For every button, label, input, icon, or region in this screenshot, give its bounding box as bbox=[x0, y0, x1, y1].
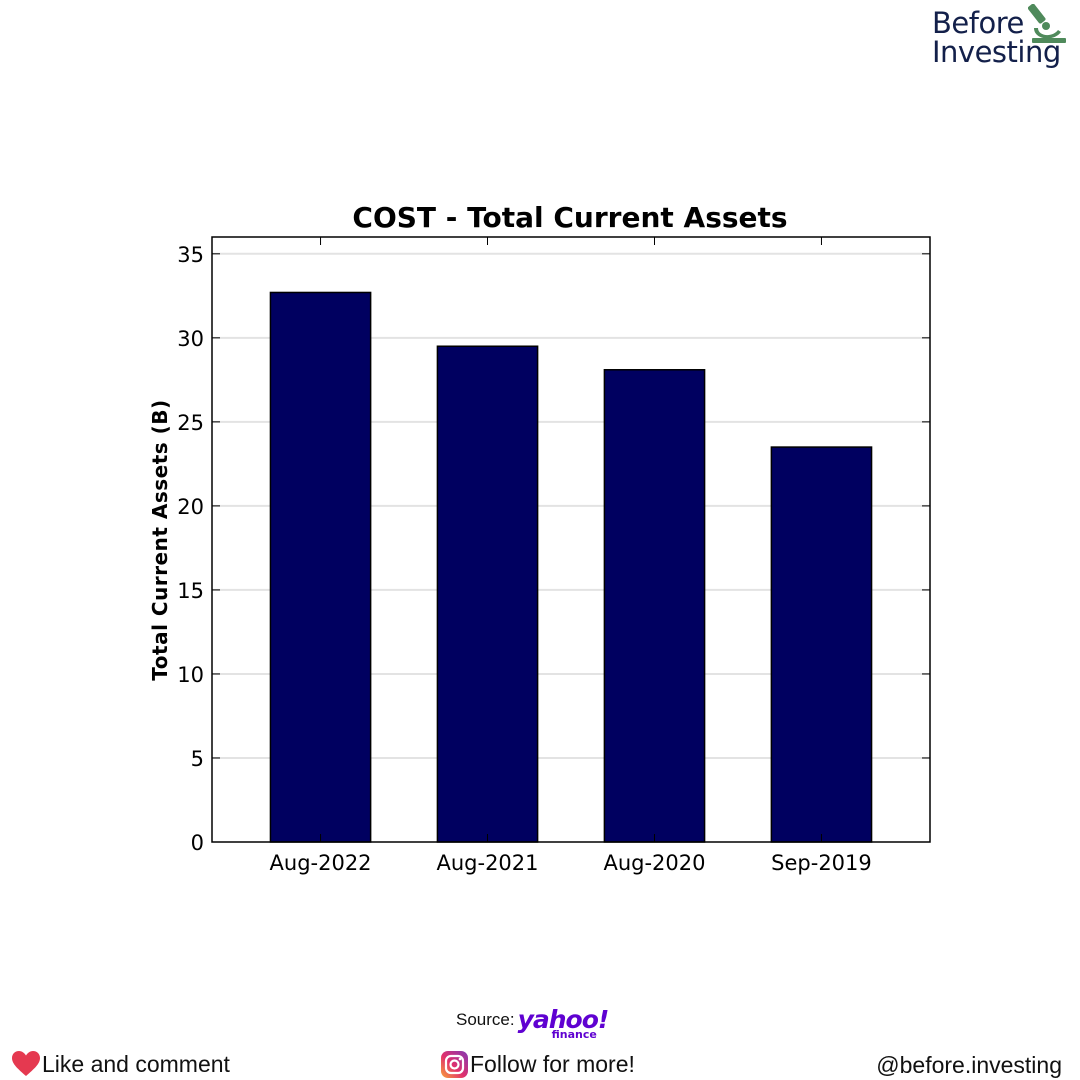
x-tick-label: Aug-2021 bbox=[436, 851, 538, 875]
yahoo-logo-sub: finance bbox=[551, 1028, 597, 1041]
follow-text: Follow for more! bbox=[470, 1050, 635, 1077]
chart-title: COST - Total Current Assets bbox=[352, 201, 787, 234]
like-text: Like and comment bbox=[42, 1050, 230, 1077]
yahoo-finance-logo: yahoo! finance bbox=[517, 1005, 610, 1042]
x-tick-label: Sep-2019 bbox=[771, 851, 872, 875]
yahoo-logo-text: yahoo! bbox=[517, 1005, 610, 1034]
y-tick-labels: 0 5 10 15 20 25 30 35 bbox=[177, 243, 204, 855]
social-handle: @before.investing bbox=[876, 1052, 1062, 1078]
y-tick-label: 30 bbox=[177, 327, 204, 351]
like-callout: Like and comment bbox=[12, 1050, 230, 1078]
y-tick-label: 15 bbox=[177, 579, 204, 603]
source-label: Source: bbox=[456, 1010, 515, 1029]
y-tick-label: 0 bbox=[191, 831, 204, 855]
bars bbox=[269, 291, 873, 843]
brand-line1: Before bbox=[932, 6, 1024, 40]
heart-icon bbox=[12, 1051, 40, 1076]
bar-aug-2022 bbox=[269, 291, 372, 843]
y-tick-label: 10 bbox=[177, 663, 204, 687]
y-tick-label: 5 bbox=[191, 747, 204, 771]
plot-frame bbox=[211, 236, 931, 843]
brand-logo: Before Investing bbox=[930, 4, 1076, 68]
source-attribution: Source: yahoo! finance bbox=[456, 1005, 610, 1042]
follow-callout: Follow for more! bbox=[441, 1050, 635, 1078]
x-tick-label: Aug-2022 bbox=[270, 851, 372, 875]
bar-chart: 0 5 10 15 20 25 30 35 Aug-2022 Aug-2021 Aug-2020 S… bbox=[148, 201, 931, 875]
axis-ticks bbox=[212, 237, 930, 843]
bar-aug-2020 bbox=[603, 369, 706, 843]
microscope-icon bbox=[1028, 4, 1066, 43]
bar-sep-2019 bbox=[770, 446, 873, 843]
y-axis-label: Total Current Assets (B) bbox=[148, 399, 172, 680]
bar-aug-2021 bbox=[436, 345, 539, 843]
y-tick-label: 20 bbox=[177, 495, 204, 519]
y-tick-label: 25 bbox=[177, 411, 204, 435]
x-tick-label: Aug-2020 bbox=[603, 851, 705, 875]
instagram-icon bbox=[441, 1050, 468, 1078]
x-tick-labels: Aug-2022 Aug-2021 Aug-2020 Sep-2019 bbox=[270, 851, 872, 875]
y-tick-label: 35 bbox=[177, 243, 204, 267]
